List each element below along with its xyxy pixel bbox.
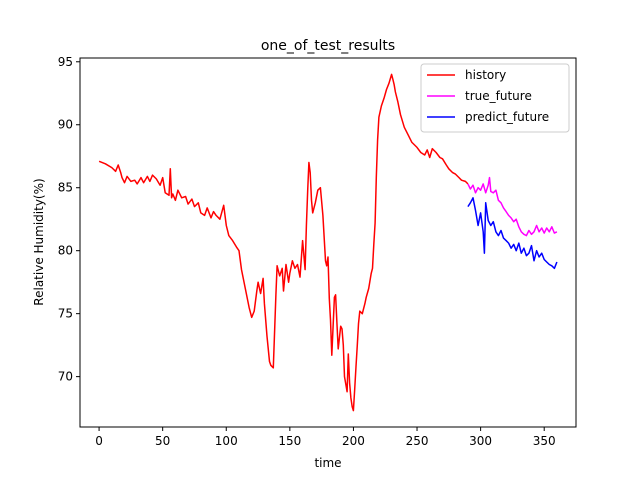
x-tick-label: 50 <box>155 434 170 448</box>
y-tick-label: 90 <box>58 118 73 132</box>
legend-box <box>420 63 570 133</box>
y-axis-ticks: 70 75 80 85 90 95 <box>58 55 80 384</box>
chart-title: one_of_test_results <box>261 38 395 54</box>
x-tick-label: 100 <box>215 434 238 448</box>
x-axis-ticks: 0 50 100 150 200 250 300 350 <box>95 427 556 448</box>
y-axis-label: Relative Humidity(%) <box>32 178 46 305</box>
legend-label: true_future <box>465 89 532 103</box>
legend-label: history <box>465 68 506 82</box>
x-tick-label: 150 <box>278 434 301 448</box>
x-tick-label: 300 <box>469 434 492 448</box>
y-tick-label: 80 <box>58 244 73 258</box>
series-line-predict-future <box>467 197 558 270</box>
y-tick-label: 75 <box>58 307 73 321</box>
x-tick-label: 250 <box>406 434 429 448</box>
plot-frame <box>79 57 577 428</box>
x-tick-label: 0 <box>95 434 103 448</box>
x-tick-label: 350 <box>533 434 556 448</box>
series-layer <box>98 73 558 412</box>
x-axis-label: time <box>314 456 341 470</box>
series-line-true-future <box>467 176 558 237</box>
y-tick-label: 95 <box>58 55 73 69</box>
legend: history true_future predict_future <box>420 63 570 133</box>
series-line-history <box>98 73 469 412</box>
x-tick-label: 200 <box>342 434 365 448</box>
legend-label: predict_future <box>465 110 549 124</box>
y-tick-label: 70 <box>58 370 73 384</box>
y-tick-label: 85 <box>58 181 73 195</box>
